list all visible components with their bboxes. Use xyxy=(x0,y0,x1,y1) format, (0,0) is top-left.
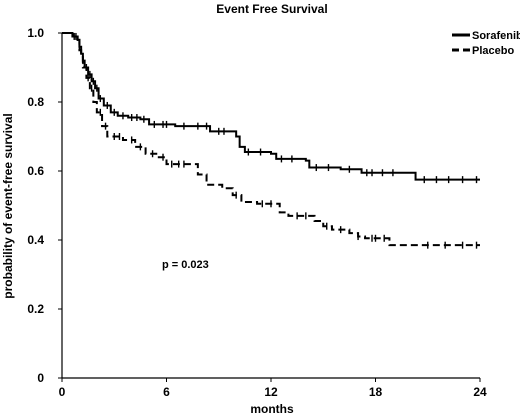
y-tick-label: 0.4 xyxy=(27,233,44,247)
series-placebo xyxy=(62,32,480,249)
y-tick-label: 1.0 xyxy=(27,26,44,40)
survival-curve-placebo xyxy=(62,32,480,247)
legend-label-sorafenib: Sorafenib xyxy=(472,30,520,42)
x-axis-label: months xyxy=(250,402,294,416)
y-tick-label: 0.2 xyxy=(27,302,44,316)
legend-label-placebo: Placebo xyxy=(472,45,514,57)
y-tick-label: 0 xyxy=(37,371,44,385)
x-tick-label: 6 xyxy=(163,385,170,399)
y-tick-label: 0.8 xyxy=(27,95,44,109)
survival-curve-sorafenib xyxy=(62,32,480,181)
x-tick-label: 12 xyxy=(264,385,278,399)
x-axis-ticks: 0 6 12 18 24 xyxy=(59,378,487,399)
chart-title: Event Free Survival xyxy=(216,2,327,16)
x-tick-label: 0 xyxy=(59,385,66,399)
series-layer xyxy=(62,32,480,249)
y-tick-label: 0.6 xyxy=(27,164,44,178)
x-tick-label: 18 xyxy=(369,385,383,399)
y-axis-label: probability of event-free survival xyxy=(1,113,15,298)
p-value-annotation: p = 0.023 xyxy=(162,259,209,271)
series-sorafenib xyxy=(62,32,480,184)
y-axis-ticks: 0 0.2 0.4 0.6 0.8 1.0 xyxy=(27,26,62,385)
legend: Sorafenib Placebo xyxy=(452,30,520,57)
x-tick-label: 24 xyxy=(473,385,487,399)
